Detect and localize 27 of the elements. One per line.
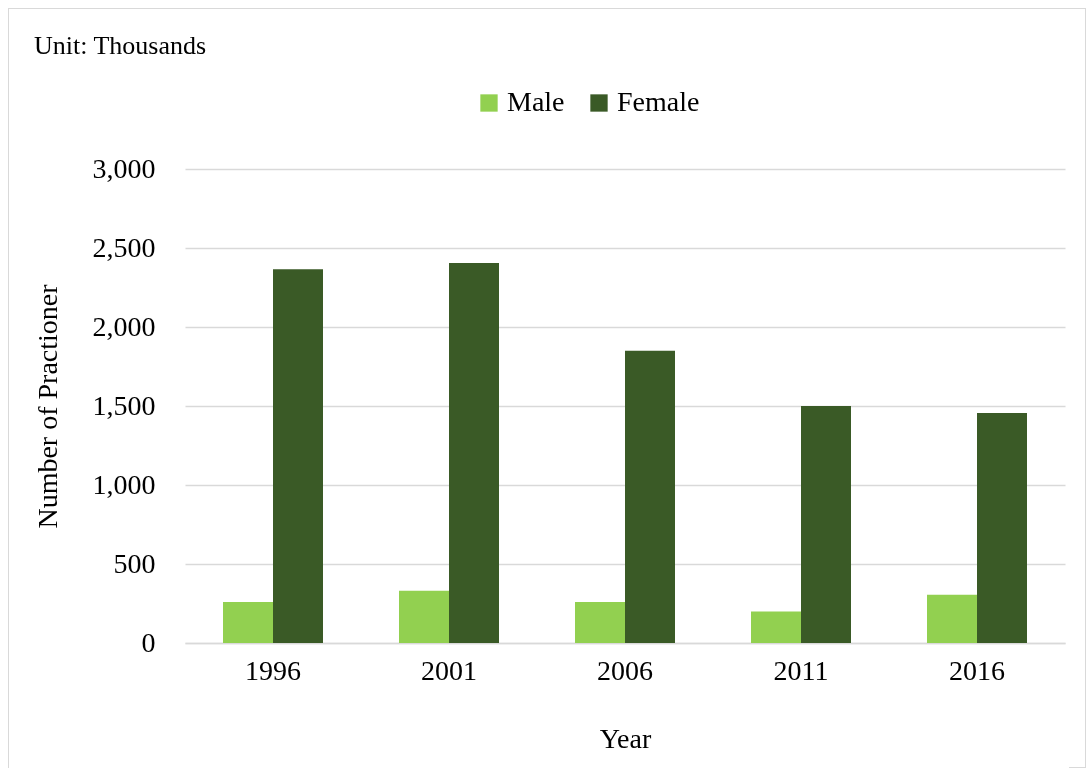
bar	[801, 406, 851, 643]
y-axis-title: Number of Practioner	[31, 283, 63, 529]
x-tick-label: 2016	[949, 654, 1005, 686]
y-tick-label: 500	[113, 547, 156, 579]
y-tick-label: 1,500	[92, 389, 156, 421]
x-tick-label: 2006	[597, 654, 653, 686]
x-tick-label: 2001	[421, 654, 477, 686]
y-tick-label: 2,500	[92, 231, 156, 263]
x-axis-title: Year	[599, 722, 652, 754]
legend-label: Female	[617, 86, 700, 117]
bar	[399, 590, 449, 643]
y-tick-label: 0	[141, 626, 156, 658]
bar	[751, 611, 801, 643]
bar	[977, 413, 1027, 643]
text: Unit: Thousands	[34, 31, 207, 60]
bar	[223, 601, 273, 643]
bar	[449, 263, 499, 643]
legend-label: Male	[507, 86, 565, 117]
y-tick-label: 2,000	[92, 310, 156, 342]
y-tick-label: 3,000	[92, 152, 156, 184]
bar	[927, 594, 977, 643]
y-tick-label: 1,000	[92, 468, 156, 500]
x-tick-label: 1996	[245, 654, 301, 686]
bar	[273, 269, 323, 643]
bar	[625, 350, 675, 643]
x-tick-label: 2011	[773, 654, 829, 686]
bar	[575, 601, 625, 643]
